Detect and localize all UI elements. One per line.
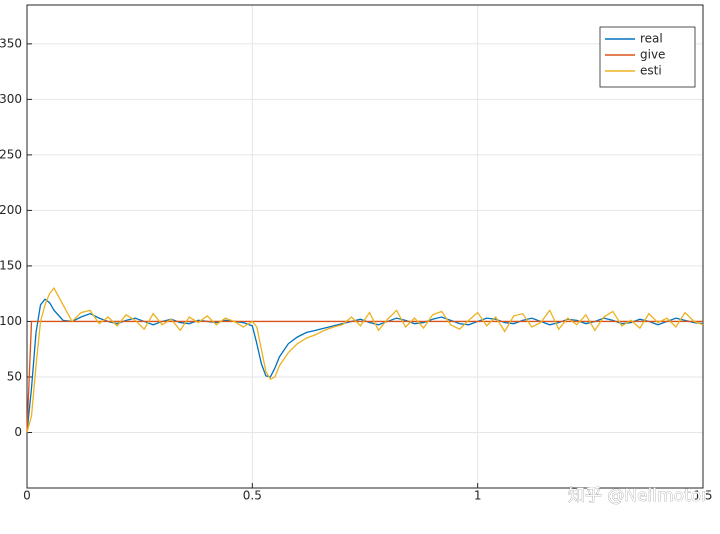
x-tick-label: 0 [23, 489, 31, 503]
legend-box [599, 26, 696, 88]
legend-label: real [640, 32, 663, 46]
axes-box [26, 4, 704, 489]
series-line [26, 286, 704, 433]
legend-label: give [640, 48, 665, 62]
plot-area [27, 5, 703, 488]
x-tick-label: 1.5 [693, 489, 712, 503]
series-line [26, 320, 703, 433]
y-tick-label: 150 [0, 258, 22, 272]
legend-label: esti [640, 64, 662, 78]
watermark: 知乎 @Neilmotor [568, 486, 708, 506]
y-tick-label: 50 [7, 369, 22, 383]
x-tick-label: 1 [474, 489, 482, 503]
y-tick-label: 0 [14, 425, 22, 439]
y-tick-label: 350 [0, 36, 22, 50]
y-tick-label: 200 [0, 203, 22, 217]
y-tick-label: 300 [0, 92, 22, 106]
y-tick-label: 100 [0, 314, 22, 328]
y-tick-label: 250 [0, 147, 22, 161]
x-tick-label: 0.5 [243, 489, 262, 503]
